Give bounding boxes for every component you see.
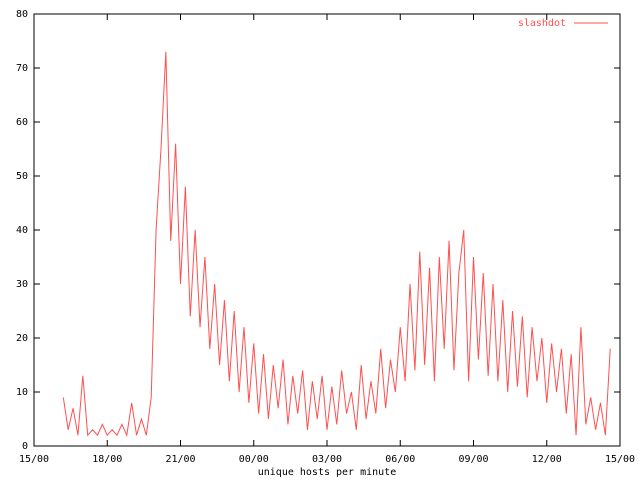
legend-label: slashdot [518,18,566,29]
y-tick-label: 60 [16,117,28,128]
y-tick-label: 40 [16,225,28,236]
x-tick-label: 09/00 [458,454,488,465]
y-tick-label: 50 [16,171,28,182]
y-tick-label: 20 [16,333,28,344]
data-line [62,51,611,437]
y-tick-label: 70 [16,63,28,74]
y-tick-label: 30 [16,279,28,290]
x-tick-label: 18/00 [92,454,122,465]
x-tick-label: 15/00 [605,454,635,465]
y-tick-label: 80 [16,9,28,20]
x-tick-label: 21/00 [165,454,195,465]
x-tick-label: 06/00 [385,454,415,465]
x-tick-label: 12/00 [532,454,562,465]
x-tick-label: 00/00 [239,454,269,465]
x-tick-label: 15/00 [19,454,49,465]
y-tick-label: 0 [22,441,28,452]
plot-border [33,13,621,447]
x-tick-label: 03/00 [312,454,342,465]
y-tick-label: 10 [16,387,28,398]
x-axis-label: unique hosts per minute [258,467,396,478]
